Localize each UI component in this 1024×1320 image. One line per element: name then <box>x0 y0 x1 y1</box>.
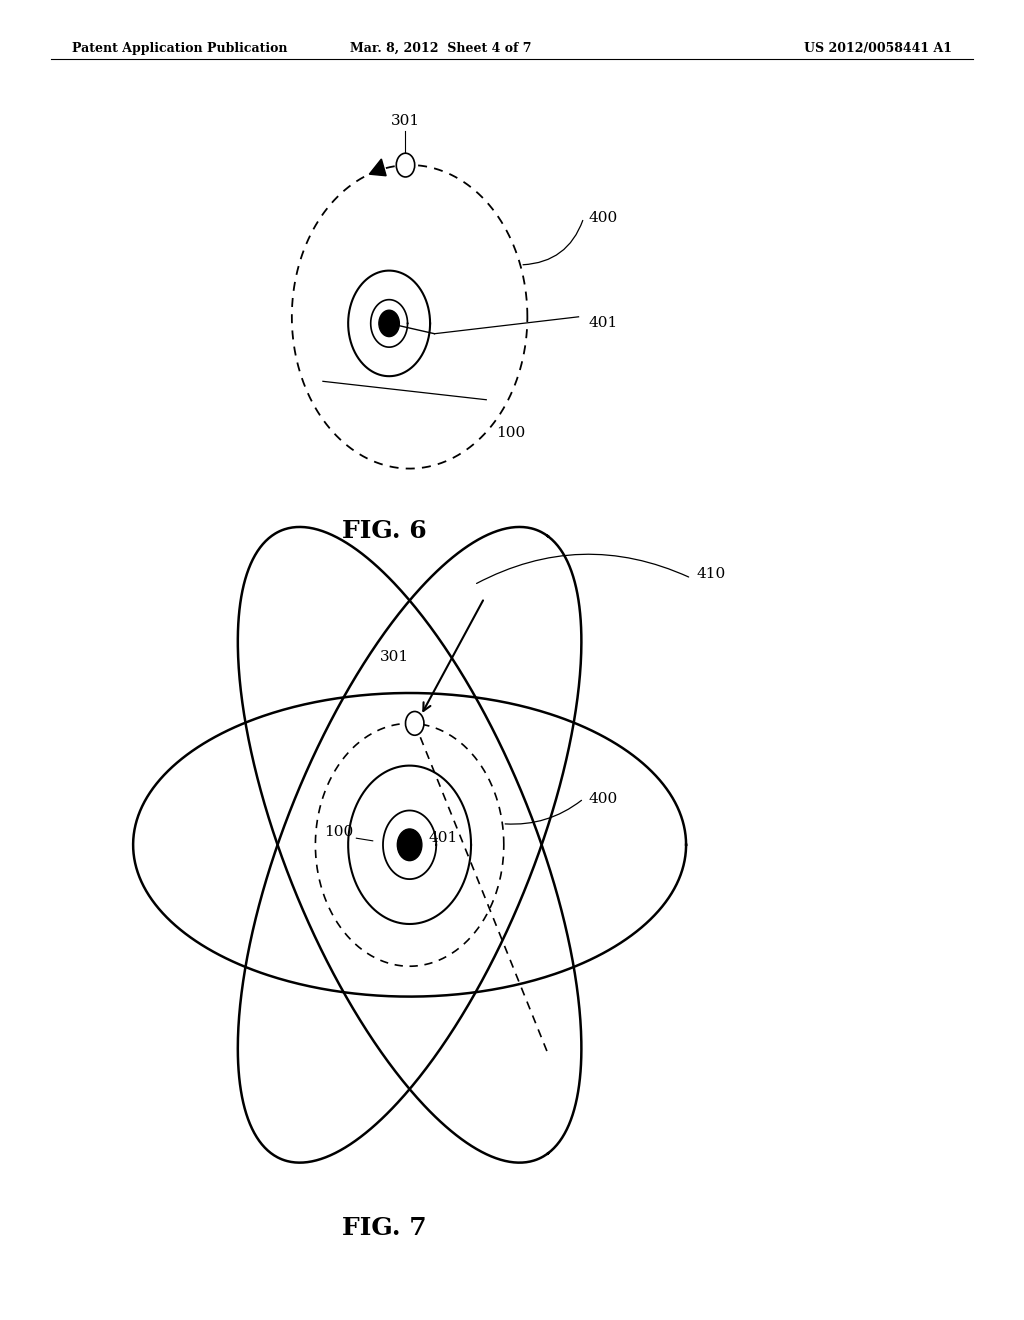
Text: 100: 100 <box>324 825 353 838</box>
Text: Mar. 8, 2012  Sheet 4 of 7: Mar. 8, 2012 Sheet 4 of 7 <box>349 42 531 55</box>
Text: FIG. 7: FIG. 7 <box>342 1216 426 1239</box>
Text: 400: 400 <box>589 792 618 805</box>
Text: 100: 100 <box>497 426 525 440</box>
Text: 401: 401 <box>428 832 458 845</box>
Text: Patent Application Publication: Patent Application Publication <box>72 42 287 55</box>
Text: 301: 301 <box>391 114 420 128</box>
Text: 401: 401 <box>589 317 618 330</box>
Polygon shape <box>370 158 386 176</box>
Circle shape <box>397 829 422 861</box>
Text: 400: 400 <box>589 211 618 224</box>
Text: US 2012/0058441 A1: US 2012/0058441 A1 <box>804 42 952 55</box>
Text: 301: 301 <box>380 649 409 664</box>
Circle shape <box>396 153 415 177</box>
Circle shape <box>379 310 399 337</box>
Text: 410: 410 <box>696 568 726 581</box>
Circle shape <box>406 711 424 735</box>
Text: FIG. 6: FIG. 6 <box>342 519 426 543</box>
